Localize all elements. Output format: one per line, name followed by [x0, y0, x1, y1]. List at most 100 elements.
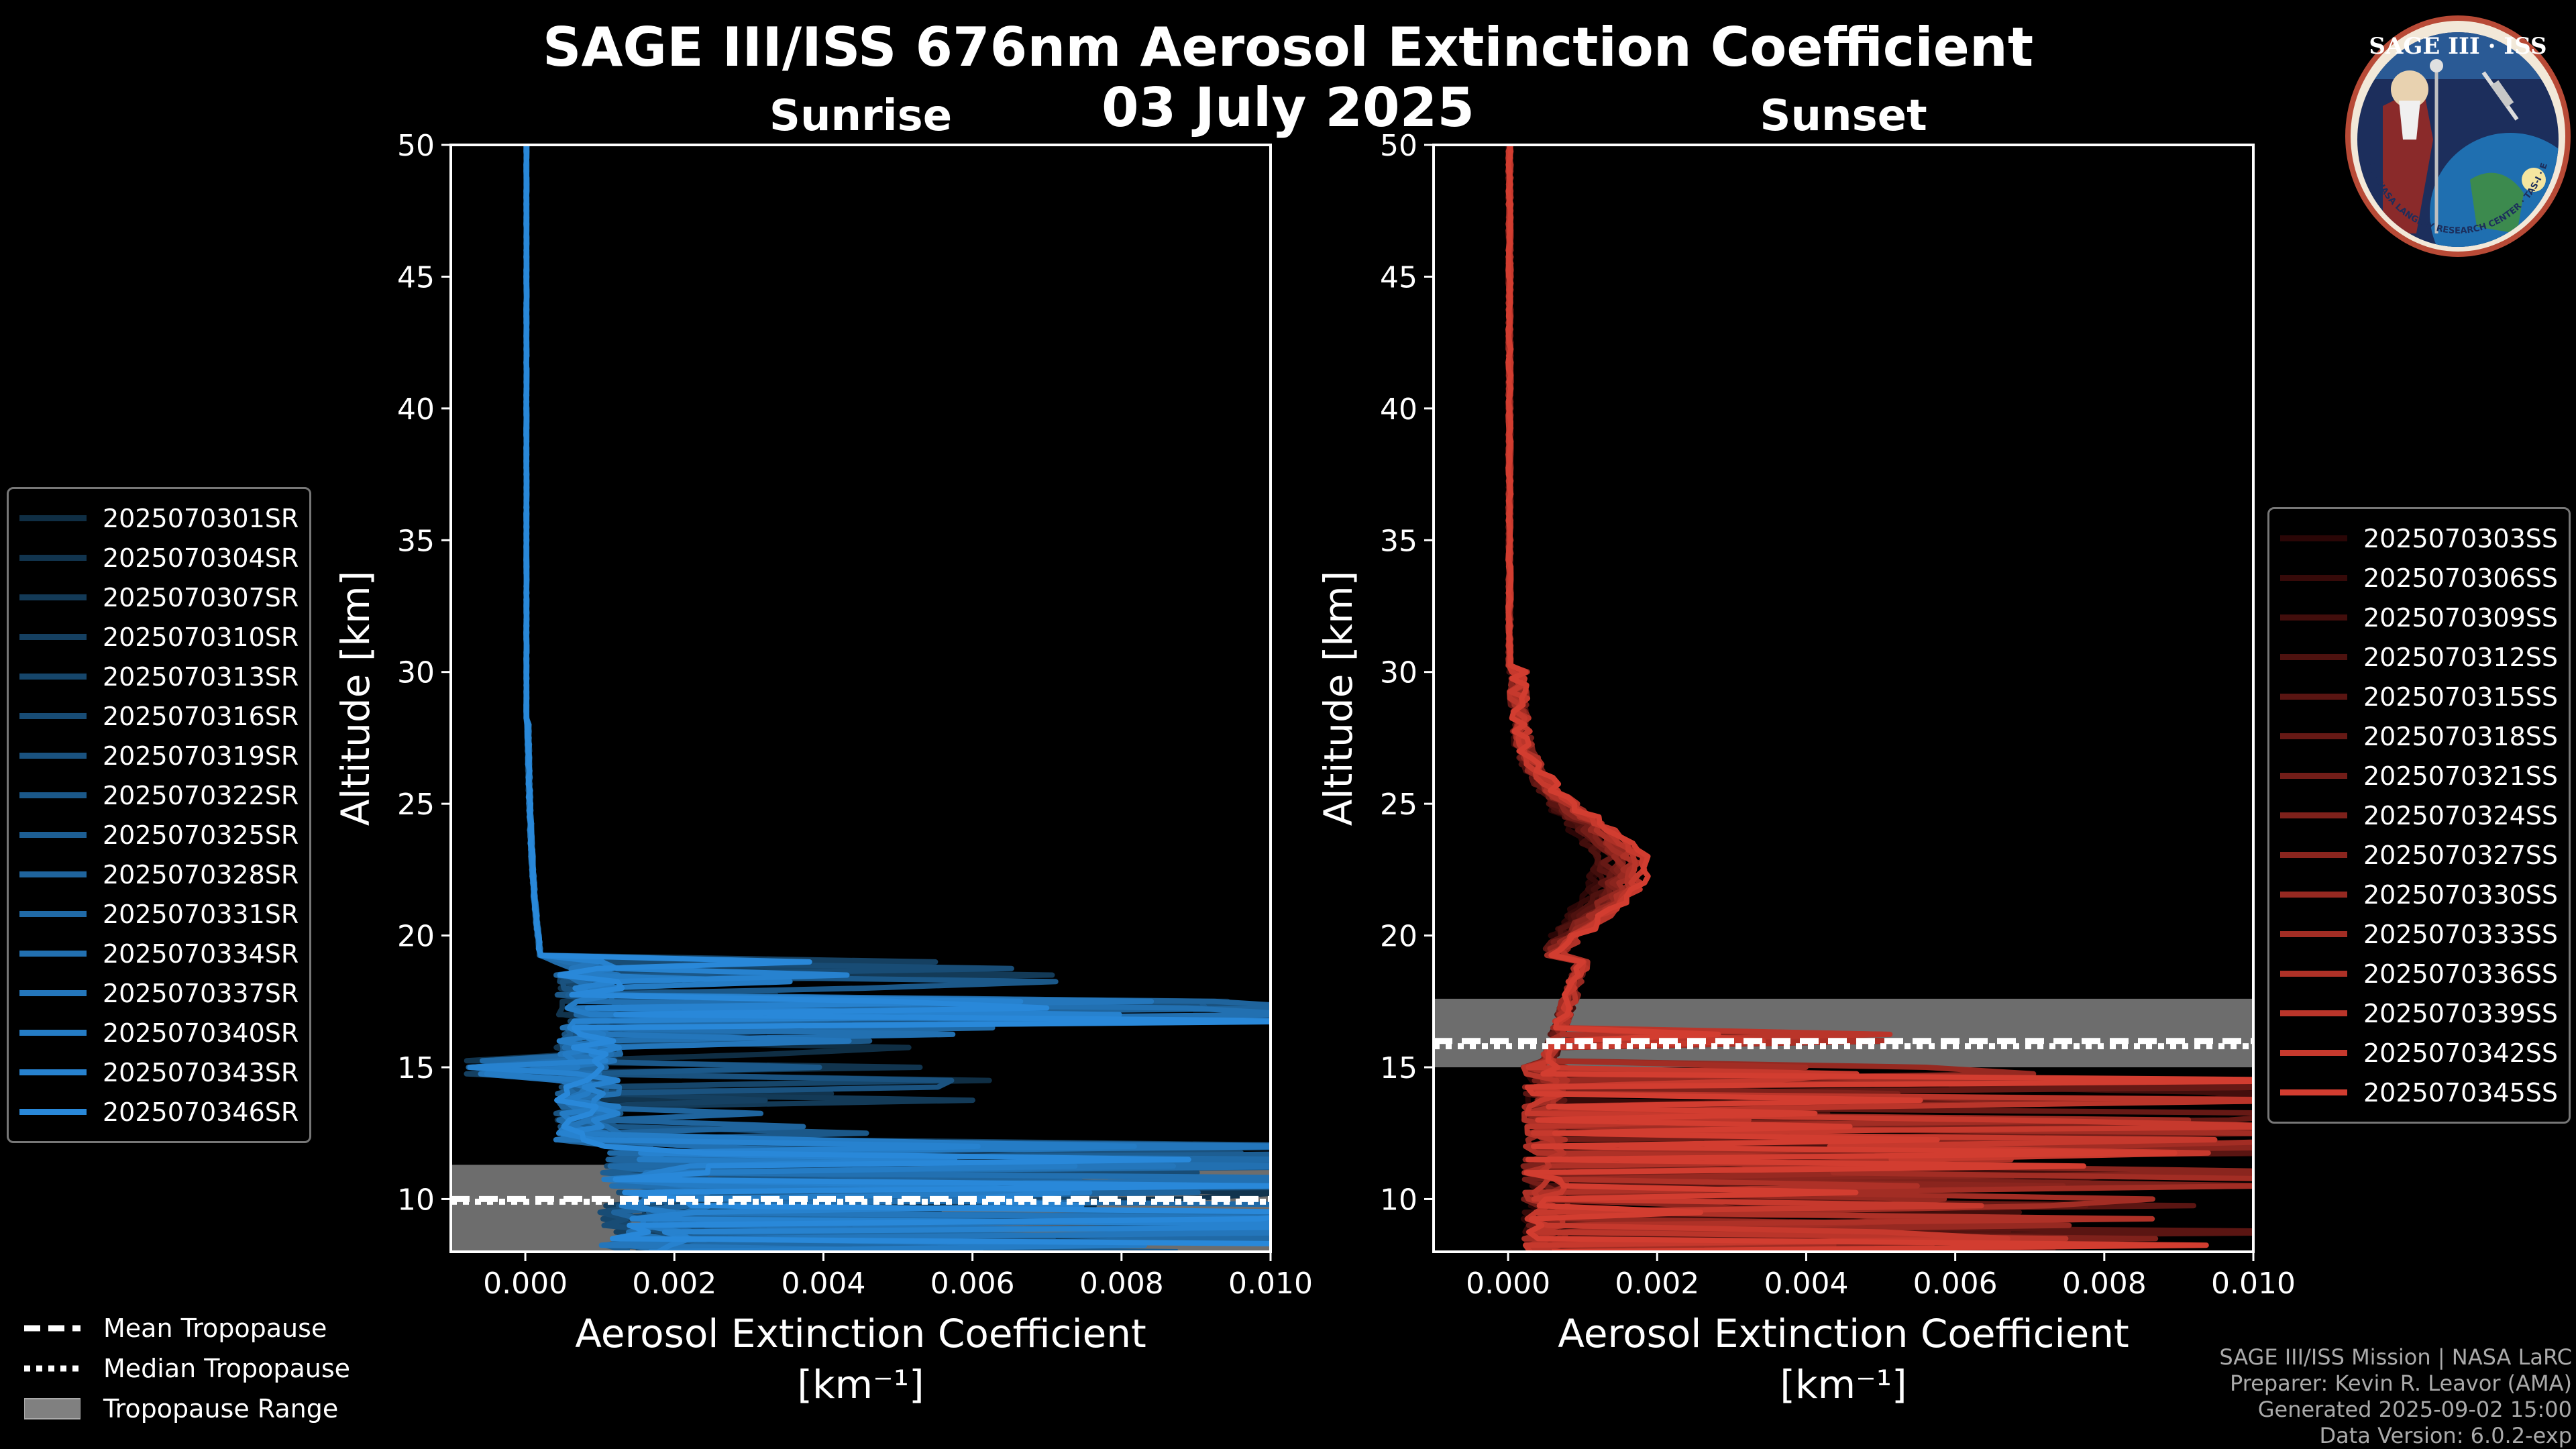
sunrise-ytick-label: 50	[397, 129, 435, 163]
median-tropopause-legend-item: Median Tropopause	[24, 1348, 350, 1389]
sunrise-legend-label: 2025070301SR	[103, 503, 299, 533]
sunrise-legend-item: 2025070328SR	[19, 855, 299, 894]
sunrise-legend-item: 2025070337SR	[19, 973, 299, 1013]
sunrise-ytick-label: 40	[397, 392, 435, 427]
sunrise-ytick-label: 30	[397, 656, 435, 690]
sunset-legend-item: 2025070306SS	[2280, 558, 2558, 598]
sunrise-legend-label: 2025070346SR	[103, 1097, 299, 1127]
sunrise-ytick-label: 15	[397, 1051, 435, 1085]
sunrise-legend-item: 2025070322SR	[19, 775, 299, 815]
sunset-ytick-label: 40	[1380, 392, 1417, 427]
sunrise-legend-label: 2025070325SR	[103, 820, 299, 850]
sunset-ytick-label: 45	[1380, 260, 1417, 294]
sunrise-yaxis-label: Altitude [km]	[333, 571, 378, 826]
sunrise-ytick-label: 10	[397, 1183, 435, 1217]
sunset-legend-swatch	[2280, 535, 2347, 541]
sunset-legend-swatch	[2280, 694, 2347, 700]
sunrise-legend-label: 2025070316SR	[103, 701, 299, 731]
sunrise-legend-label: 2025070310SR	[103, 622, 299, 652]
sunrise-legend-swatch	[19, 832, 87, 838]
dashed-line-swatch	[24, 1325, 80, 1332]
sunrise-ytick-label: 35	[397, 524, 435, 558]
sunset-legend-label: 2025070312SS	[2363, 642, 2559, 672]
sunset-legend-item: 2025070345SS	[2280, 1073, 2558, 1112]
sunset-panel-title: Sunset	[1760, 91, 1927, 141]
sunset-xtick-label: 0.004	[1764, 1267, 1848, 1301]
sunset-legend-label: 2025070333SS	[2363, 919, 2559, 949]
sunset-legend-item: 2025070318SS	[2280, 716, 2558, 756]
mean-tropopause-label: Mean Tropopause	[103, 1313, 327, 1343]
sunrise-legend-swatch	[19, 792, 87, 798]
sunrise-axes-frame	[449, 144, 1272, 1253]
sunrise-xtick-label: 0.004	[781, 1267, 865, 1301]
sunrise-xaxis-unit: [km⁻¹]	[797, 1362, 924, 1407]
tropopause-range-label: Tropopause Range	[103, 1394, 339, 1424]
sunset-legend-item: 2025070303SS	[2280, 519, 2558, 558]
sunrise-legend-swatch	[19, 911, 87, 917]
sunrise-xtick-label: 0.008	[1079, 1267, 1164, 1301]
chart-subtitle: 03 July 2025	[1102, 76, 1474, 139]
sunrise-legend-item: 2025070343SR	[19, 1053, 299, 1092]
sunrise-legend-item: 2025070313SR	[19, 657, 299, 696]
sunrise-xtick-label: 0.002	[632, 1267, 716, 1301]
sunset-ytick-label: 15	[1380, 1051, 1417, 1085]
sunrise-ytick-label: 45	[397, 260, 435, 294]
sunrise-legend-item: 2025070304SR	[19, 538, 299, 578]
sunset-legend-label: 2025070306SS	[2363, 563, 2559, 593]
sunset-legend-swatch	[2280, 575, 2347, 581]
sunrise-legend-swatch	[19, 951, 87, 957]
footer-line-preparer: Preparer: Kevin R. Leavor (AMA)	[2229, 1371, 2572, 1396]
sunset-legend-swatch	[2280, 892, 2347, 898]
sunset-legend-item: 2025070315SS	[2280, 677, 2558, 716]
chart-title: SAGE III/ISS 676nm Aerosol Extinction Co…	[542, 16, 2034, 78]
sunset-ytick-label: 10	[1380, 1183, 1417, 1217]
sunrise-xtick-label: 0.000	[483, 1267, 568, 1301]
sunset-legend-item: 2025070327SS	[2280, 835, 2558, 875]
sunset-ytick-label: 35	[1380, 524, 1417, 558]
sunset-legend-item: 2025070312SS	[2280, 637, 2558, 677]
footer-line-version: Data Version: 6.0.2-exp	[2319, 1423, 2572, 1448]
sunset-legend-item: 2025070309SS	[2280, 598, 2558, 637]
sunset-axes-frame	[1432, 144, 2255, 1253]
sunset-legend-item: 2025070330SS	[2280, 875, 2558, 914]
sunset-ytick-label: 50	[1380, 129, 1417, 163]
median-tropopause-label: Median Tropopause	[103, 1354, 350, 1383]
sunrise-legend-label: 2025070319SR	[103, 741, 299, 771]
sunrise-legend-label: 2025070340SR	[103, 1018, 299, 1048]
sunrise-legend-item: 2025070316SR	[19, 696, 299, 736]
dotted-line-swatch	[24, 1365, 80, 1372]
tropopause-legend: Mean Tropopause Median Tropopause Tropop…	[24, 1308, 350, 1429]
sunrise-legend-swatch	[19, 674, 87, 680]
sunset-legend-item: 2025070333SS	[2280, 914, 2558, 954]
sunrise-legend-label: 2025070334SR	[103, 938, 299, 969]
sunset-xtick-label: 0.008	[2062, 1267, 2147, 1301]
sunrise-legend-swatch	[19, 990, 87, 996]
sunset-yaxis-label: Altitude [km]	[1316, 571, 1361, 826]
sunset-legend-label: 2025070339SS	[2363, 998, 2559, 1028]
footer-credits: SAGE III/ISS Mission | NASA LaRC Prepare…	[2219, 1344, 2572, 1449]
range-swatch	[24, 1398, 80, 1419]
sunset-legend-item: 2025070339SS	[2280, 994, 2558, 1033]
sunset-legend-label: 2025070342SS	[2363, 1038, 2559, 1068]
sunrise-series-2025070346SR	[523, 145, 1271, 1246]
sunrise-legend-swatch	[19, 555, 87, 561]
sunset-legend-label: 2025070303SS	[2363, 523, 2559, 553]
sunset-legend-swatch	[2280, 733, 2347, 739]
logo-text: SAGE III · ISS	[2369, 33, 2546, 60]
sunrise-legend-label: 2025070322SR	[103, 780, 299, 810]
sunset-legend-item: 2025070342SS	[2280, 1033, 2558, 1073]
sunrise-legend-item: 2025070310SR	[19, 617, 299, 657]
sunset-legend-label: 2025070324SS	[2363, 800, 2559, 830]
sunrise-legend-swatch	[19, 1030, 87, 1036]
sunset-ytick-label: 30	[1380, 656, 1417, 690]
sunrise-legend-label: 2025070307SR	[103, 582, 299, 612]
sunset-legend-swatch	[2280, 931, 2347, 937]
sunset-profiles	[1505, 145, 2253, 1252]
sunset-legend-label: 2025070309SS	[2363, 602, 2559, 633]
sunset-legend-label: 2025070330SS	[2363, 879, 2559, 910]
sunset-xaxis-unit: [km⁻¹]	[1780, 1362, 1907, 1407]
sunrise-legend-swatch	[19, 871, 87, 877]
sunrise-legend-item: 2025070346SR	[19, 1092, 299, 1132]
sunset-ytick-label: 25	[1380, 788, 1417, 822]
